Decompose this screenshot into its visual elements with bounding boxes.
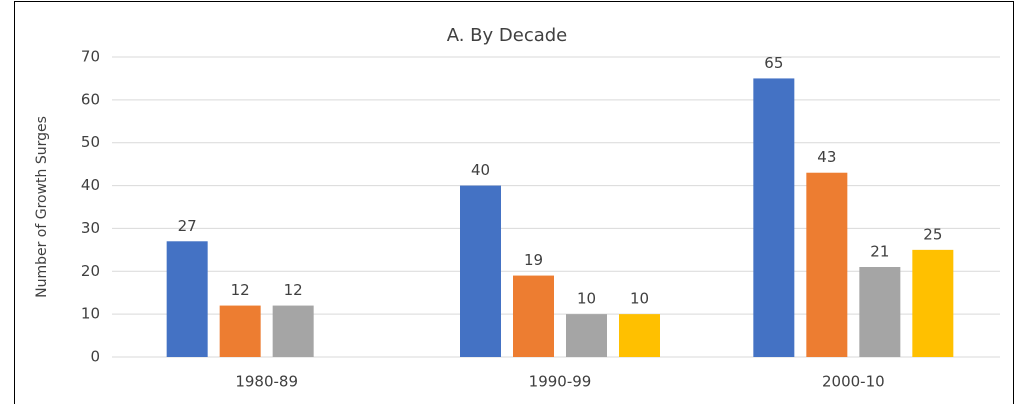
bar bbox=[166, 241, 208, 357]
y-axis-label: Number of Growth Surges bbox=[34, 116, 50, 298]
y-tick-label: 10 bbox=[81, 305, 100, 323]
y-tick-label: 60 bbox=[81, 90, 100, 108]
y-tick-label: 70 bbox=[81, 48, 100, 66]
data-label: 65 bbox=[764, 54, 783, 72]
bar bbox=[912, 249, 954, 357]
bar bbox=[219, 305, 261, 357]
data-label: 10 bbox=[630, 290, 649, 308]
x-tick-label: 1990-99 bbox=[529, 373, 592, 391]
data-label: 43 bbox=[817, 148, 836, 166]
bar bbox=[859, 267, 901, 357]
bar bbox=[460, 185, 501, 357]
y-tick-label: 50 bbox=[81, 133, 100, 151]
chart-frame bbox=[14, 1, 1014, 404]
chart-title: A. By Decade bbox=[447, 25, 568, 46]
x-tick-label: 2000-10 bbox=[822, 373, 885, 391]
data-label: 21 bbox=[870, 243, 889, 261]
data-label: 40 bbox=[471, 161, 490, 179]
y-tick-label: 40 bbox=[81, 176, 100, 194]
data-label: 25 bbox=[923, 225, 942, 243]
data-label: 19 bbox=[524, 251, 543, 269]
bar bbox=[806, 172, 848, 357]
y-tick-label: 20 bbox=[81, 262, 100, 280]
bar bbox=[753, 78, 795, 357]
data-label: 12 bbox=[284, 281, 303, 299]
y-tick-label: 0 bbox=[90, 348, 100, 366]
y-tick-label: 30 bbox=[81, 219, 100, 237]
bar bbox=[619, 314, 660, 357]
bar bbox=[513, 275, 554, 357]
data-label: 27 bbox=[178, 217, 197, 235]
bar bbox=[566, 314, 607, 357]
bar bbox=[272, 305, 314, 357]
x-tick-label: 1980-89 bbox=[235, 373, 298, 391]
data-label: 12 bbox=[231, 281, 250, 299]
data-label: 10 bbox=[577, 290, 596, 308]
